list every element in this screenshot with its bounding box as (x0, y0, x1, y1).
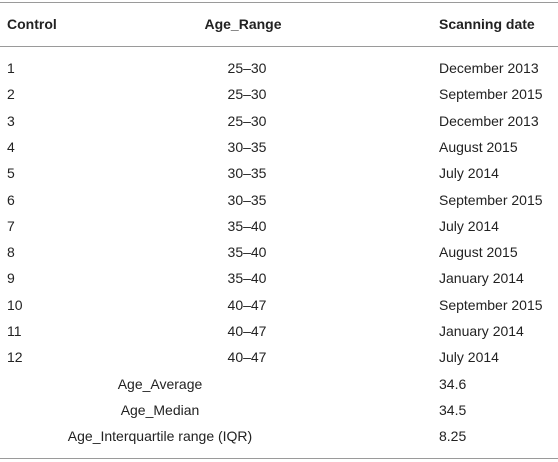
age-range-cell: 25–30 (227, 112, 267, 129)
summary-value: 34.5 (439, 401, 467, 418)
control-cell: 12 (7, 349, 23, 366)
date-cell: July 2014 (439, 349, 499, 366)
control-cell: 3 (7, 112, 15, 129)
date-cell: July 2014 (439, 217, 499, 234)
summary-value: 8.25 (439, 428, 467, 445)
date-cell: January 2014 (439, 323, 524, 339)
header-rule (0, 46, 558, 47)
control-cell: 6 (7, 191, 15, 208)
bottom-rule (0, 458, 558, 459)
top-rule (0, 2, 558, 3)
age-range-cell: 25–30 (227, 60, 267, 76)
date-cell: January 2014 (439, 270, 524, 287)
summary-label: Age_Median (120, 401, 200, 418)
age-range-cell: 40–47 (227, 296, 267, 313)
summary-label: Age_Interquartile range (IQR) (67, 428, 253, 445)
date-cell: August 2015 (439, 138, 518, 155)
age-range-cell: 25–30 (227, 86, 267, 103)
control-cell: 10 (7, 296, 23, 313)
age-range-cell: 40–47 (227, 349, 267, 366)
date-cell: December 2013 (439, 112, 539, 129)
summary-label: Age_Average (117, 375, 203, 392)
control-cell: 2 (7, 86, 15, 103)
control-cell: 11 (7, 323, 22, 339)
control-cell: 4 (7, 138, 15, 155)
date-cell: December 2013 (439, 60, 539, 76)
date-cell: August 2015 (439, 244, 518, 261)
control-cell: 5 (7, 165, 15, 182)
header-cell: Control (7, 16, 57, 32)
control-cell: 7 (7, 217, 15, 234)
age-range-cell: 35–40 (227, 244, 267, 261)
date-cell: September 2015 (439, 191, 543, 208)
summary-value: 34.6 (439, 375, 467, 392)
age-range-cell: 30–35 (227, 165, 267, 182)
age-range-cell: 35–40 (227, 217, 267, 234)
age-range-cell: 30–35 (227, 138, 267, 155)
age-range-cell: 40–47 (227, 323, 267, 339)
control-cell: 8 (7, 244, 15, 261)
age-range-cell: 35–40 (227, 270, 267, 287)
date-cell: September 2015 (439, 86, 543, 103)
control-cell: 1 (7, 60, 15, 76)
date-cell: September 2015 (439, 296, 543, 313)
header-cell: Scanning date (439, 16, 535, 32)
control-cell: 9 (7, 270, 15, 287)
age-range-cell: 30–35 (227, 191, 267, 208)
header-cell: Age_Range (204, 16, 282, 32)
date-cell: July 2014 (439, 165, 499, 182)
